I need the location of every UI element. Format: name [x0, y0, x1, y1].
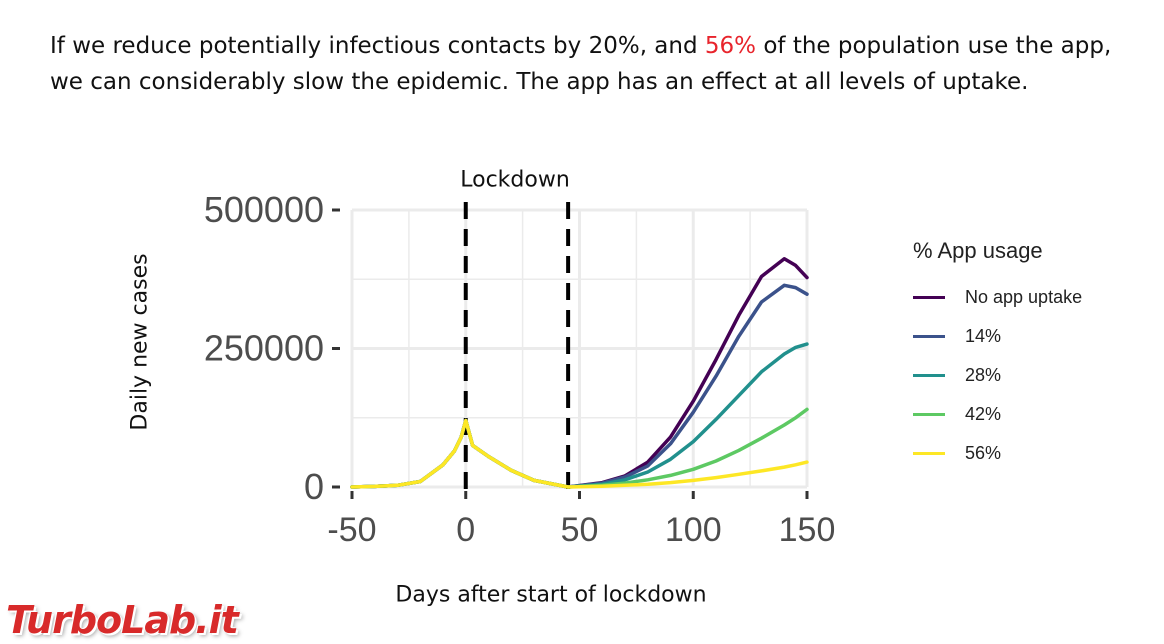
legend-label: No app uptake [965, 287, 1083, 307]
legend-swatch [913, 335, 945, 338]
y-axis-title: Daily new cases [127, 253, 153, 431]
legend-swatch [913, 374, 945, 377]
y-tick-label: 0 [304, 466, 324, 507]
legend-label: 56% [965, 443, 1002, 463]
x-tick-label: 0 [456, 511, 475, 549]
y-tick-label: 250000 [204, 328, 324, 369]
headline: If we reduce potentially infectious cont… [50, 28, 1150, 100]
headline-part1: If we reduce potentially infectious cont… [50, 33, 705, 59]
legend-label: 28% [965, 365, 1002, 385]
vline-layer [463, 202, 571, 491]
x-tick-label: 50 [561, 511, 599, 549]
watermark-logo: TurboLab.it [6, 598, 239, 642]
legend-label: 42% [965, 404, 1002, 424]
legend-item: 56% [913, 434, 1082, 473]
headline-highlight: 56% [704, 33, 757, 59]
legend-swatch [913, 296, 945, 299]
grid-layer [350, 208, 809, 489]
headline-part2: of the population use the app, we can co… [50, 33, 1112, 95]
legend-item: 28% [913, 356, 1082, 395]
x-tick-label: 100 [665, 511, 722, 549]
x-tick-label: 150 [779, 511, 836, 549]
legend-item: 14% [913, 317, 1082, 356]
x-axis-title: Days after start of lockdown [395, 582, 707, 608]
legend-items: No app uptake 14% 28% 42% 56% [913, 278, 1082, 473]
x-tick-label: -50 [327, 511, 376, 549]
legend-label: 14% [965, 326, 1002, 346]
y-tick-label: 500000 [204, 189, 324, 230]
legend-title: % App usage [913, 238, 1043, 263]
legend: % App usage No app uptake 14% 28% 42% 56% [913, 238, 1082, 473]
legend-swatch [913, 413, 945, 416]
legend-item: No app uptake [913, 278, 1082, 317]
legend-swatch [913, 452, 945, 455]
legend-item: 42% [913, 395, 1082, 434]
series-layer [350, 257, 809, 489]
lockdown-annotation: Lockdown [460, 167, 570, 193]
series-line-4 [350, 418, 809, 489]
